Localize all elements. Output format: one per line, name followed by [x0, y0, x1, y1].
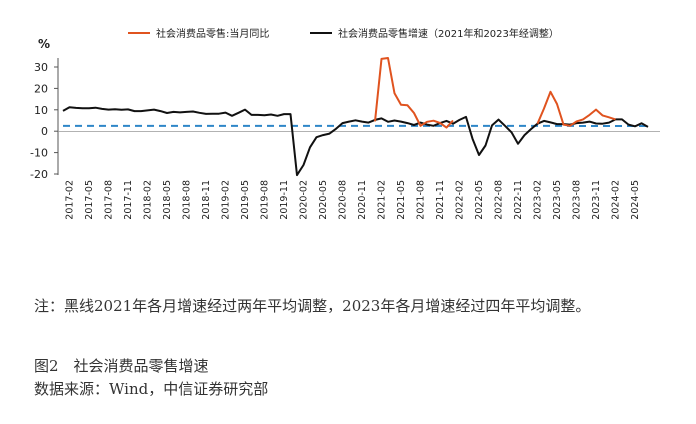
x-tick-label: 2020-08 [338, 180, 349, 220]
x-tick-label: 2024-02 [611, 180, 622, 220]
x-tick-label: 2021-08 [416, 180, 427, 220]
x-tick-label: 2022-11 [513, 180, 524, 220]
x-tick-label: 2023-11 [591, 180, 602, 220]
x-tick-label: 2018-05 [162, 180, 173, 220]
x-tick-label: 2021-05 [396, 180, 407, 220]
y-tick-label: -20 [30, 168, 48, 181]
x-tick-label: 2017-02 [65, 180, 76, 220]
series-line-monthly-yoy [536, 90, 616, 127]
x-tick-label: 2017-05 [84, 180, 95, 220]
x-tick-label: 2019-11 [279, 180, 290, 220]
x-tick-label: 2022-02 [455, 180, 466, 220]
series-line-adjusted [62, 106, 649, 177]
x-tick-label: 2017-08 [104, 180, 115, 220]
x-tick-label: 2018-11 [201, 180, 212, 220]
x-tick-label: 2020-02 [299, 180, 310, 220]
figure-title: 图2 社会消费品零售增速 [34, 357, 209, 375]
x-tick-label: 2022-08 [494, 180, 505, 220]
line-chart: 社会消费品零售:当月同比 社会消费品零售增速（2021年和2023年经调整） %… [30, 27, 660, 220]
x-tick-label: 2019-05 [240, 180, 251, 220]
x-tick-label: 2021-11 [435, 180, 446, 220]
y-unit-label: % [38, 37, 50, 51]
x-tick-label: 2018-02 [143, 180, 154, 220]
x-tick-label: 2020-11 [357, 180, 368, 220]
chart-note: 注：黑线2021年各月增速经过两年平均调整，2023年各月增速经过四年平均调整。 [34, 297, 591, 315]
y-tick-label: 10 [34, 104, 48, 117]
legend: 社会消费品零售:当月同比 社会消费品零售增速（2021年和2023年经调整） [128, 27, 559, 40]
x-tick-label: 2023-05 [552, 180, 563, 220]
x-tick-label: 2023-08 [572, 180, 583, 220]
x-tick-label: 2017-11 [123, 180, 134, 220]
x-tick-label: 2024-05 [630, 180, 641, 220]
x-tick-label: 2020-05 [318, 180, 329, 220]
x-tick-label: 2019-02 [221, 180, 232, 220]
x-tick-label: 2022-05 [474, 180, 485, 220]
y-tick-label: 0 [41, 125, 48, 138]
x-ticks: 2017-02 2017-05 2017-08 2017-11 2018-02 2018-… [65, 180, 642, 220]
x-tick-label: 2021-02 [377, 180, 388, 220]
y-tick-label: 20 [34, 82, 48, 95]
series-line-monthly-yoy [374, 57, 454, 129]
x-tick-label: 2018-08 [182, 180, 193, 220]
x-tick-label: 2019-08 [260, 180, 271, 220]
x-tick-label: 2023-02 [533, 180, 544, 220]
legend-label-orange: 社会消费品零售:当月同比 [156, 27, 269, 40]
data-source: 数据来源：Wind，中信证券研究部 [34, 380, 269, 398]
legend-label-black: 社会消费品零售增速（2021年和2023年经调整） [338, 27, 559, 40]
y-tick-label: -10 [30, 147, 48, 160]
y-ticks: -20 -10 0 10 20 30 [30, 61, 58, 181]
plot-area [62, 57, 649, 177]
y-tick-label: 30 [34, 61, 48, 74]
